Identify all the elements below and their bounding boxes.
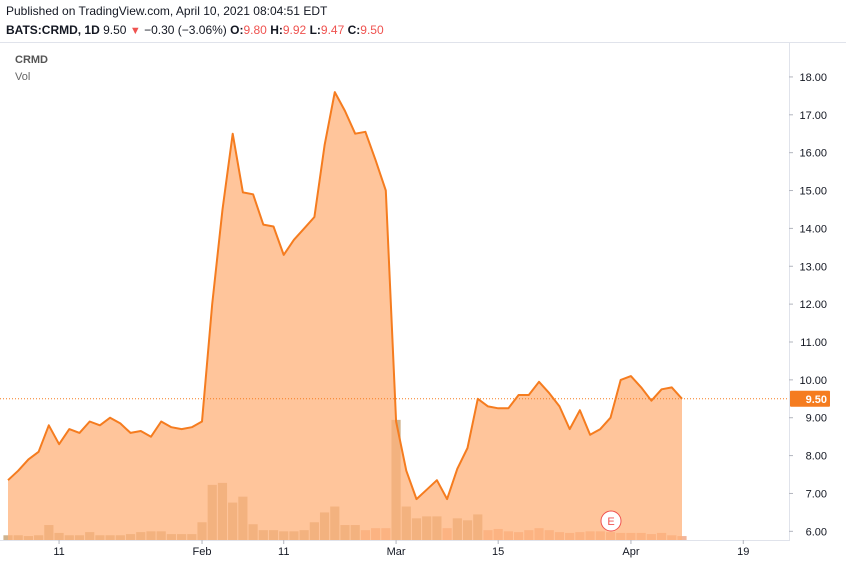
x-tick-label: Mar [387, 546, 406, 558]
down-arrow-icon: ▼ [129, 25, 141, 37]
high-label: H: [270, 23, 283, 37]
price-change: −0.30 (−3.06%) [144, 23, 227, 37]
x-tick-label: 19 [737, 546, 749, 558]
x-tick-label: Apr [622, 546, 639, 558]
y-tick-label: 6.00 [806, 526, 827, 538]
y-tick-label: 17.00 [799, 110, 827, 122]
open-label: O: [230, 23, 244, 37]
y-tick-label: 15.00 [799, 186, 827, 198]
markers: E [600, 510, 622, 532]
y-tick-label: 16.00 [799, 148, 827, 160]
y-tick-label: 11.00 [800, 337, 827, 349]
price-area [0, 91, 789, 540]
time-axis: 11 Feb 11 Mar 15 Apr 19 [53, 540, 749, 558]
y-tick-label: 8.00 [806, 451, 827, 463]
x-tick-label: 15 [492, 546, 504, 558]
last-price-badge-label: 9.50 [806, 394, 827, 406]
published-info: Published on TradingView.com, April 10, … [6, 4, 328, 18]
close-value: 9.50 [360, 23, 384, 37]
y-tick-label: 10.00 [799, 375, 827, 387]
price-line [7, 91, 683, 501]
x-tick-label: 11 [278, 546, 289, 558]
y-tick-label: 12.00 [799, 299, 827, 311]
low-label: L: [309, 23, 321, 37]
x-tick-label: Feb [193, 546, 212, 558]
legend-volume[interactable]: Vol [15, 71, 31, 83]
x-tick-label: 11 [53, 546, 64, 558]
y-tick-label: 14.00 [799, 223, 827, 235]
last-price-badge [790, 390, 830, 407]
y-tick-label: 13.00 [799, 261, 827, 273]
high-value: 9.92 [282, 23, 307, 37]
y-tick-label: 18.00 [799, 72, 827, 84]
open-value: 9.80 [243, 23, 267, 37]
ticker: BATS:CRMD, 1D [6, 23, 100, 37]
y-tick-label: 9.00 [806, 413, 827, 425]
y-tick-label: 7.00 [806, 488, 827, 500]
price-area-fill [8, 92, 682, 540]
low-value: 9.47 [320, 23, 345, 37]
legend-symbol[interactable]: CRMD [15, 54, 48, 66]
price-axis: 18.00 17.00 16.00 15.00 14.00 13.00 12.00 11.00… [789, 72, 830, 538]
last-price: 9.50 [103, 23, 127, 37]
earnings-marker-label: E [607, 516, 614, 528]
earnings-marker[interactable] [600, 510, 622, 532]
symbol-info-row: BATS:CRMD, 1D 9.50 ▼ −0.30 (−3.06%) O:9.… [6, 23, 384, 37]
close-label: C: [347, 23, 361, 37]
